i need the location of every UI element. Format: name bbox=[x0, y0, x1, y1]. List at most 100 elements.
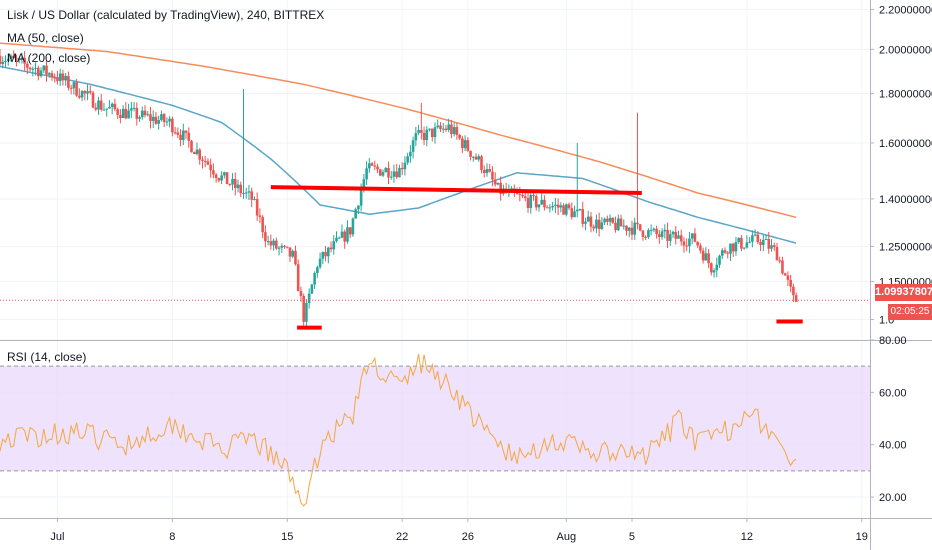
candle-body bbox=[685, 245, 688, 247]
candle bbox=[712, 268, 716, 278]
candle-body bbox=[343, 231, 347, 242]
candle-body bbox=[417, 130, 420, 134]
candle-body bbox=[37, 67, 40, 77]
candle-body bbox=[600, 222, 604, 229]
candle bbox=[80, 90, 84, 101]
candle bbox=[357, 204, 360, 215]
price-axis-labels[interactable]: 2.20000000 2.00000000 1.80000000 1.60000000… bbox=[870, 4, 932, 327]
annotation-lines[interactable] bbox=[270, 185, 803, 330]
candle bbox=[228, 183, 232, 187]
candle-body bbox=[20, 57, 24, 59]
candle-body bbox=[116, 109, 119, 115]
candle-body bbox=[559, 205, 563, 208]
candle-body bbox=[124, 108, 128, 119]
candle-body bbox=[554, 204, 557, 206]
candle-body bbox=[231, 179, 234, 185]
candle bbox=[477, 154, 481, 162]
candle-body bbox=[72, 82, 76, 89]
candle bbox=[384, 167, 388, 173]
candle-body bbox=[58, 73, 62, 81]
candle-body bbox=[149, 114, 152, 121]
candle-body bbox=[239, 184, 243, 194]
candle-body bbox=[182, 130, 185, 141]
candle-body bbox=[570, 208, 574, 218]
candle bbox=[351, 217, 355, 237]
candle bbox=[171, 116, 174, 137]
rsi-tick-label: 20.00 bbox=[879, 492, 907, 504]
candle bbox=[176, 127, 180, 139]
candle bbox=[83, 90, 87, 101]
candle bbox=[482, 165, 486, 178]
candle-body bbox=[31, 68, 35, 70]
candle-body bbox=[247, 191, 251, 193]
candle-body bbox=[617, 218, 620, 231]
candle-body bbox=[332, 241, 336, 250]
price-tick-label: 2.20000000 bbox=[879, 4, 932, 16]
candle bbox=[469, 150, 472, 161]
candle bbox=[343, 229, 347, 249]
ma50-legend[interactable]: MA (50, close) bbox=[7, 31, 84, 45]
time-tick-label: 26 bbox=[462, 531, 474, 543]
candle bbox=[299, 286, 303, 302]
candle bbox=[316, 265, 319, 278]
ma200-legend[interactable]: MA (200, close) bbox=[7, 51, 91, 65]
candle-body bbox=[119, 114, 122, 119]
rsi-axis-labels[interactable]: 80.00 60.00 40.00 20.00 bbox=[870, 335, 907, 504]
candle-body bbox=[772, 245, 776, 248]
candle bbox=[742, 247, 746, 250]
candle bbox=[365, 161, 368, 186]
candle bbox=[236, 179, 240, 193]
candle bbox=[285, 246, 289, 249]
time-axis-labels[interactable]: Jul 8 15 22 26 Aug 5 12 19 bbox=[50, 518, 868, 543]
candle bbox=[69, 84, 73, 95]
time-tick-label: Jul bbox=[50, 531, 64, 543]
candle-body bbox=[540, 199, 543, 205]
candle-body bbox=[277, 247, 281, 249]
candle-body bbox=[187, 132, 191, 141]
candle bbox=[381, 169, 385, 178]
candle bbox=[277, 246, 281, 256]
candle bbox=[417, 124, 420, 136]
symbol-title[interactable]: Lisk / US Dollar (calculated by TradingV… bbox=[7, 8, 325, 22]
candle bbox=[439, 122, 442, 133]
rsi-legend[interactable]: RSI (14, close) bbox=[7, 350, 87, 364]
candle-body bbox=[682, 241, 686, 246]
candle bbox=[783, 272, 787, 276]
time-tick-label: 15 bbox=[281, 531, 293, 543]
candle bbox=[723, 247, 727, 255]
candle-body bbox=[472, 156, 475, 158]
candle-body bbox=[400, 167, 404, 170]
candle bbox=[406, 152, 409, 165]
candle bbox=[340, 224, 344, 239]
candle-body bbox=[387, 167, 390, 178]
candle-body bbox=[447, 124, 450, 131]
candle bbox=[428, 128, 431, 132]
candle bbox=[288, 247, 292, 262]
candle bbox=[389, 170, 393, 180]
candle-body bbox=[99, 100, 103, 110]
time-tick-label: 8 bbox=[169, 531, 175, 543]
candle-body bbox=[261, 216, 264, 233]
ma200-line bbox=[0, 42, 797, 219]
candle bbox=[644, 235, 647, 240]
candle bbox=[113, 98, 117, 112]
candle-body bbox=[510, 188, 513, 190]
candle bbox=[589, 211, 593, 233]
candle bbox=[775, 242, 779, 261]
candle bbox=[223, 171, 226, 179]
candle bbox=[545, 205, 549, 209]
candle bbox=[556, 198, 560, 216]
candle-body bbox=[313, 272, 316, 285]
candle-body bbox=[532, 194, 535, 197]
ma50-line bbox=[0, 65, 797, 244]
candle-body bbox=[176, 132, 180, 135]
candle-body bbox=[102, 109, 106, 111]
candle bbox=[214, 172, 218, 183]
candle-body bbox=[567, 204, 571, 209]
rsi-band-fill bbox=[0, 366, 870, 471]
time-tick-label: 12 bbox=[741, 531, 753, 543]
candle bbox=[209, 158, 212, 178]
candle-body bbox=[283, 245, 286, 247]
candle-body bbox=[209, 164, 212, 171]
